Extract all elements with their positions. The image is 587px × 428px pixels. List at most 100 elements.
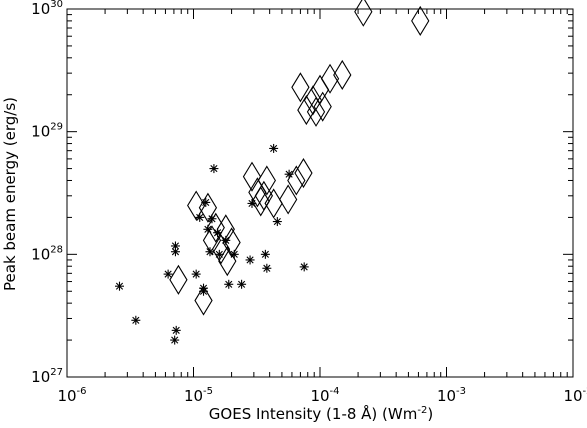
diamond-point bbox=[198, 192, 218, 223]
diamond-point bbox=[222, 227, 241, 258]
asterisk-point bbox=[131, 315, 141, 325]
tick-exponent: -6 bbox=[77, 386, 87, 397]
diamond-point bbox=[216, 214, 235, 245]
x-tick-label: 10-3 bbox=[437, 386, 466, 405]
y-tick-label: 1028 bbox=[31, 244, 63, 263]
tick-base: 10 bbox=[184, 387, 203, 405]
plot-frame bbox=[66, 8, 574, 378]
diamond-point bbox=[257, 165, 276, 196]
y-axis-label: Peak beam energy (erg/s) bbox=[1, 97, 19, 291]
plot-axes bbox=[66, 8, 574, 378]
diamond-point bbox=[187, 190, 206, 221]
asterisk-stroke bbox=[246, 256, 254, 264]
asterisk-stroke bbox=[132, 316, 140, 324]
tick-base: 10 bbox=[310, 387, 329, 405]
asterisk-stroke bbox=[171, 336, 179, 344]
asterisk-stroke bbox=[273, 217, 281, 226]
tick-exponent: 27 bbox=[50, 367, 63, 378]
asterisk-point bbox=[284, 169, 294, 179]
x-axis-label-exponent: -2 bbox=[417, 405, 427, 416]
asterisk-point bbox=[299, 262, 309, 272]
diamond-point bbox=[251, 186, 270, 217]
asterisk-stroke bbox=[263, 264, 271, 272]
tick-base: 10 bbox=[31, 123, 50, 141]
asterisk-point bbox=[260, 249, 270, 259]
tick-exponent: 28 bbox=[50, 244, 63, 255]
asterisk-point bbox=[170, 241, 180, 251]
diamond-point bbox=[211, 234, 231, 265]
diamond-point bbox=[313, 91, 332, 122]
diamond-point bbox=[218, 246, 237, 277]
tick-exponent: 30 bbox=[50, 0, 63, 10]
asterisk-stroke bbox=[196, 213, 204, 221]
asterisk-stroke bbox=[171, 248, 180, 256]
asterisk-stroke bbox=[270, 144, 278, 153]
diamond-point bbox=[194, 285, 213, 316]
asterisk-point bbox=[209, 164, 219, 174]
tick-base: 10 bbox=[31, 245, 50, 263]
asterisk-point bbox=[191, 269, 201, 279]
diamond-point bbox=[306, 96, 326, 127]
asterisk-stroke bbox=[238, 280, 246, 288]
diamond-point bbox=[254, 180, 274, 211]
asterisk-stroke bbox=[164, 270, 172, 278]
diamond-point bbox=[169, 264, 188, 295]
x-axis-label-main: GOES Intensity (1-8 Å) (Wm bbox=[209, 404, 418, 423]
asterisk-point bbox=[272, 217, 282, 227]
asterisk-point bbox=[171, 325, 181, 335]
asterisk-stroke bbox=[225, 280, 233, 288]
tick-base: 10 bbox=[563, 387, 582, 405]
asterisk-stroke bbox=[192, 270, 200, 278]
x-axis-label: GOES Intensity (1-8 Å) (Wm-2) bbox=[209, 404, 433, 423]
asterisk-stroke bbox=[300, 263, 308, 271]
tick-exponent: -2 bbox=[583, 386, 587, 397]
asterisk-stroke bbox=[210, 165, 218, 173]
x-tick-label: 10-2 bbox=[563, 386, 587, 405]
diamond-point bbox=[320, 63, 340, 94]
diamond-point bbox=[242, 161, 262, 192]
diamond-point bbox=[294, 157, 313, 189]
y-tick-label: 1027 bbox=[31, 367, 63, 386]
diamond-point bbox=[354, 0, 373, 27]
asterisk-point bbox=[269, 143, 279, 153]
x-tick-label: 10-4 bbox=[310, 386, 339, 405]
diamond-point bbox=[287, 165, 306, 196]
asterisk-point bbox=[170, 335, 180, 345]
asterisk-point bbox=[114, 281, 124, 291]
y-tick-label: 1030 bbox=[31, 0, 63, 18]
tick-base: 10 bbox=[57, 387, 76, 405]
diamond-point bbox=[279, 184, 298, 215]
asterisk-point bbox=[163, 269, 173, 279]
diamond-point bbox=[411, 5, 430, 36]
diamond-point bbox=[202, 225, 222, 256]
data-points bbox=[114, 0, 430, 345]
diamond-point bbox=[264, 188, 283, 219]
tick-exponent: 29 bbox=[50, 122, 63, 133]
asterisk-stroke bbox=[172, 326, 180, 334]
asterisk-point bbox=[224, 279, 234, 289]
asterisk-point bbox=[195, 212, 205, 222]
asterisk-point bbox=[262, 263, 272, 273]
tick-base: 10 bbox=[31, 0, 50, 18]
asterisk-stroke bbox=[171, 242, 180, 250]
asterisk-point bbox=[245, 255, 255, 265]
diamond-point bbox=[310, 74, 330, 105]
asterisk-stroke bbox=[261, 250, 269, 258]
asterisk-stroke bbox=[285, 170, 293, 178]
x-tick-label: 10-6 bbox=[57, 386, 86, 405]
diamond-point bbox=[303, 85, 323, 116]
tick-labels: 10-610-510-410-310-21027102810291030 bbox=[31, 0, 587, 405]
tick-exponent: -4 bbox=[330, 386, 340, 397]
y-tick-label: 1029 bbox=[31, 122, 63, 141]
tick-base: 10 bbox=[31, 368, 50, 386]
tick-base: 10 bbox=[437, 387, 456, 405]
x-tick-label: 10-5 bbox=[184, 386, 213, 405]
diamond-point bbox=[333, 59, 352, 91]
asterisk-point bbox=[237, 279, 247, 289]
asterisk-stroke bbox=[115, 282, 124, 290]
diamond-point bbox=[291, 72, 310, 103]
tick-exponent: -3 bbox=[456, 386, 466, 397]
tick-exponent: -5 bbox=[203, 386, 213, 397]
x-axis-label-close: ) bbox=[427, 405, 433, 423]
